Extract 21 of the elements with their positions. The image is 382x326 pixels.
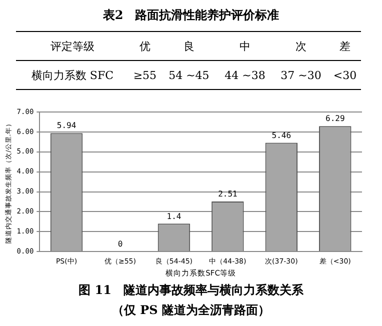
data-label: 1.4 xyxy=(166,212,182,221)
text: 评定等级 xyxy=(16,32,129,60)
data-label: 2.51 xyxy=(218,190,238,199)
text: 次 xyxy=(272,32,330,60)
text: 54 ~45 xyxy=(168,68,210,84)
data-label: 5.94 xyxy=(56,121,76,130)
text: （仅 PS 隧道为全沥青路面） xyxy=(110,302,272,319)
text: 中 xyxy=(216,32,273,60)
text: 图 11 隧道内事故频率与横向力系数关系 xyxy=(78,282,304,299)
text: 44 ~38 xyxy=(224,68,266,84)
text: <30 xyxy=(332,68,358,84)
text: 37 ~30 xyxy=(280,68,322,84)
data-label: 0 xyxy=(118,240,123,249)
text: ≥55 xyxy=(132,68,158,84)
text: 横向力系数 SFC xyxy=(30,68,115,84)
data-label: 6.29 xyxy=(326,114,345,124)
data-label: 5.46 xyxy=(272,130,292,140)
text: 表2 路面抗滑性能养护评价标准 xyxy=(102,7,280,24)
text: 差 xyxy=(329,32,361,60)
text: 良 xyxy=(160,32,217,60)
text: 优 xyxy=(128,32,161,60)
